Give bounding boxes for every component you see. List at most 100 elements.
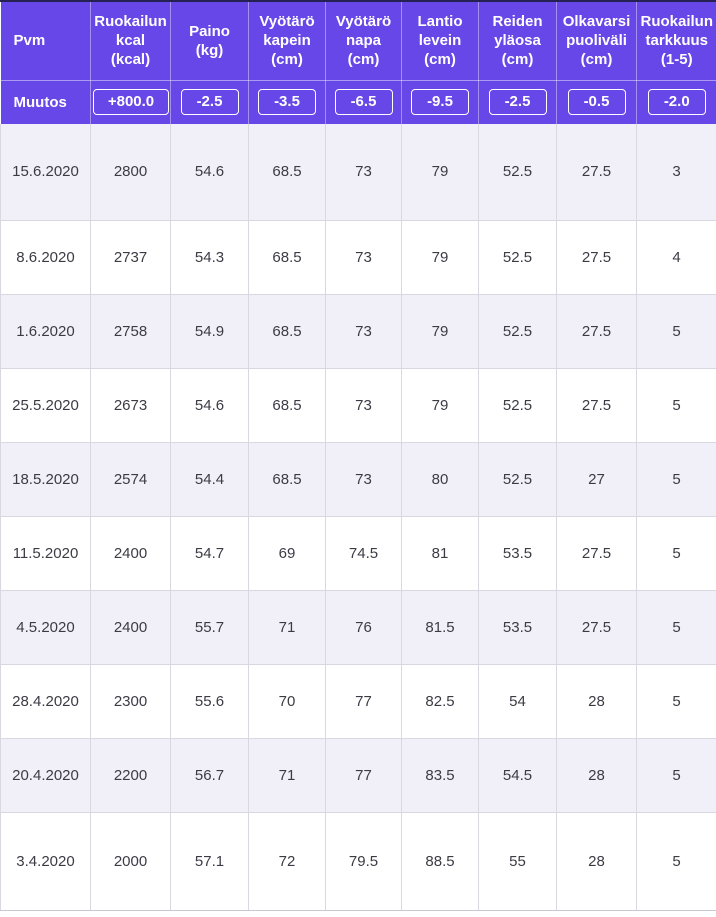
- cell-lantio: 83.5: [401, 737, 479, 812]
- cell-kcal: 2800: [90, 124, 171, 220]
- cell-kcal: 2300: [90, 663, 171, 738]
- cell-tarkkuus: 5: [636, 811, 716, 911]
- cell-vyotaro-kapein: 69: [248, 515, 326, 590]
- table-row: 15.6.2020 2800 54.6 68.5 73 79 52.5 27.5…: [0, 124, 716, 220]
- col-header-kcal: Ruokailun kcal (kcal): [90, 2, 171, 81]
- cell-reiden: 52.5: [478, 293, 557, 368]
- table-row: 20.4.2020 2200 56.7 71 77 83.5 54.5 28 5: [0, 737, 716, 812]
- cell-pvm: 3.4.2020: [0, 811, 91, 911]
- change-badge-kcal[interactable]: +800.0: [93, 89, 169, 116]
- table-row: 3.4.2020 2000 57.1 72 79.5 88.5 55 28 5: [0, 811, 716, 911]
- cell-vyotaro-kapein: 71: [248, 737, 326, 812]
- table-row: 4.5.2020 2400 55.7 71 76 81.5 53.5 27.5 …: [0, 589, 716, 664]
- cell-olkavarsi: 28: [556, 663, 637, 738]
- cell-vyotaro-napa: 79.5: [325, 811, 402, 911]
- cell-lantio: 79: [401, 367, 479, 442]
- cell-kcal: 2758: [90, 293, 171, 368]
- col-header-vyotaro-kapein: Vyötärö kapein (cm): [248, 2, 326, 81]
- cell-pvm: 15.6.2020: [0, 124, 91, 220]
- change-badge-lantio[interactable]: -9.5: [411, 89, 469, 116]
- cell-vyotaro-kapein: 72: [248, 811, 326, 911]
- cell-tarkkuus: 5: [636, 737, 716, 812]
- cell-paino: 54.6: [170, 367, 249, 442]
- col-header-pvm: Pvm: [0, 2, 91, 81]
- cell-vyotaro-napa: 73: [325, 219, 402, 294]
- cell-reiden: 53.5: [478, 515, 557, 590]
- change-badge-olkavarsi[interactable]: -0.5: [567, 89, 626, 116]
- cell-tarkkuus: 5: [636, 663, 716, 738]
- change-badge-paino[interactable]: -2.5: [180, 89, 239, 116]
- col-header-olkavarsi: Olkavarsi puoliväli (cm): [556, 2, 637, 81]
- cell-tarkkuus: 5: [636, 293, 716, 368]
- cell-vyotaro-napa: 77: [325, 737, 402, 812]
- cell-paino: 55.7: [170, 589, 249, 664]
- cell-pvm: 18.5.2020: [0, 441, 91, 516]
- cell-paino: 54.6: [170, 124, 249, 220]
- col-header-tarkkuus: Ruokailun tarkkuus (1-5): [636, 2, 716, 81]
- cell-olkavarsi: 28: [556, 737, 637, 812]
- cell-lantio: 88.5: [401, 811, 479, 911]
- cell-reiden: 52.5: [478, 441, 557, 516]
- cell-vyotaro-kapein: 68.5: [248, 219, 326, 294]
- cell-kcal: 2000: [90, 811, 171, 911]
- cell-reiden: 52.5: [478, 219, 557, 294]
- cell-lantio: 81: [401, 515, 479, 590]
- cell-lantio: 81.5: [401, 589, 479, 664]
- cell-pvm: 25.5.2020: [0, 367, 91, 442]
- cell-paino: 55.6: [170, 663, 249, 738]
- cell-kcal: 2400: [90, 515, 171, 590]
- cell-olkavarsi: 27.5: [556, 293, 637, 368]
- cell-paino: 54.9: [170, 293, 249, 368]
- cell-tarkkuus: 5: [636, 441, 716, 516]
- cell-pvm: 11.5.2020: [0, 515, 91, 590]
- col-header-vyotaro-napa: Vyötärö napa (cm): [325, 2, 402, 81]
- cell-vyotaro-kapein: 71: [248, 589, 326, 664]
- cell-tarkkuus: 5: [636, 589, 716, 664]
- cell-reiden: 52.5: [478, 124, 557, 220]
- cell-lantio: 80: [401, 441, 479, 516]
- table-row: 25.5.2020 2673 54.6 68.5 73 79 52.5 27.5…: [0, 367, 716, 442]
- change-badge-reiden[interactable]: -2.5: [488, 89, 547, 116]
- cell-vyotaro-kapein: 68.5: [248, 441, 326, 516]
- cell-pvm: 1.6.2020: [0, 293, 91, 368]
- change-badge-tarkkuus[interactable]: -2.0: [647, 89, 706, 116]
- cell-paino: 54.7: [170, 515, 249, 590]
- cell-vyotaro-kapein: 68.5: [248, 293, 326, 368]
- cell-vyotaro-napa: 77: [325, 663, 402, 738]
- change-row-label: Muutos: [0, 80, 91, 124]
- cell-reiden: 55: [478, 811, 557, 911]
- cell-olkavarsi: 27.5: [556, 124, 637, 220]
- change-badge-vyotaro-napa[interactable]: -6.5: [334, 89, 393, 116]
- col-header-paino: Paino (kg): [170, 2, 249, 81]
- col-header-lantio: Lantio levein (cm): [401, 2, 479, 81]
- table-row: 28.4.2020 2300 55.6 70 77 82.5 54 28 5: [0, 663, 716, 738]
- cell-paino: 54.3: [170, 219, 249, 294]
- cell-kcal: 2574: [90, 441, 171, 516]
- cell-olkavarsi: 27.5: [556, 219, 637, 294]
- cell-pvm: 28.4.2020: [0, 663, 91, 738]
- table-row: 18.5.2020 2574 54.4 68.5 73 80 52.5 27 5: [0, 441, 716, 516]
- cell-kcal: 2673: [90, 367, 171, 442]
- cell-olkavarsi: 27: [556, 441, 637, 516]
- cell-vyotaro-napa: 73: [325, 441, 402, 516]
- cell-vyotaro-napa: 76: [325, 589, 402, 664]
- cell-tarkkuus: 3: [636, 124, 716, 220]
- cell-reiden: 54: [478, 663, 557, 738]
- table-row: 11.5.2020 2400 54.7 69 74.5 81 53.5 27.5…: [0, 515, 716, 590]
- cell-vyotaro-napa: 74.5: [325, 515, 402, 590]
- cell-kcal: 2200: [90, 737, 171, 812]
- cell-paino: 54.4: [170, 441, 249, 516]
- cell-tarkkuus: 5: [636, 367, 716, 442]
- cell-reiden: 53.5: [478, 589, 557, 664]
- cell-paino: 57.1: [170, 811, 249, 911]
- cell-lantio: 82.5: [401, 663, 479, 738]
- cell-tarkkuus: 4: [636, 219, 716, 294]
- cell-tarkkuus: 5: [636, 515, 716, 590]
- cell-vyotaro-kapein: 70: [248, 663, 326, 738]
- change-badge-vyotaro-kapein[interactable]: -3.5: [258, 89, 316, 116]
- cell-kcal: 2737: [90, 219, 171, 294]
- cell-olkavarsi: 27.5: [556, 367, 637, 442]
- cell-vyotaro-kapein: 68.5: [248, 367, 326, 442]
- cell-reiden: 54.5: [478, 737, 557, 812]
